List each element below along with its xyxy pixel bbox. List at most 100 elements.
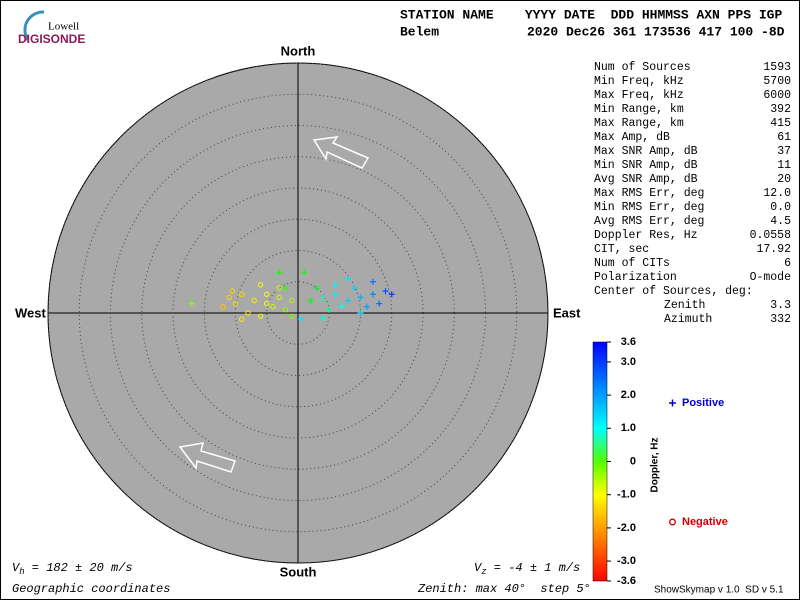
source-circle xyxy=(257,282,264,288)
stat-value: 1593 xyxy=(763,61,791,74)
source-circle xyxy=(264,291,270,297)
stat-label: Min Range, km xyxy=(594,103,684,116)
stat-label: Azimuth xyxy=(664,313,712,326)
source-plus xyxy=(313,285,320,291)
plot xyxy=(47,62,549,564)
west-label: West xyxy=(15,305,46,320)
source-circle xyxy=(289,313,295,319)
legend-label: Positive xyxy=(682,397,724,409)
north-label: North xyxy=(281,43,316,58)
stat-value: 392 xyxy=(770,103,791,116)
colorbar-tick-label: 0 xyxy=(630,455,636,467)
stat-label: CIT, sec xyxy=(594,243,649,256)
vz-text: = -4 ± 1 m/s xyxy=(487,561,581,575)
stat-value: 11 xyxy=(777,159,791,172)
colorbar-tick-label: 3.6 xyxy=(621,336,636,348)
coords-note: Geographic coordinates xyxy=(12,582,170,596)
source-plus xyxy=(332,291,339,298)
source-plus xyxy=(370,291,376,298)
source-circle xyxy=(226,294,232,301)
stat-label: Doppler Res, Hz xyxy=(594,229,698,242)
header-values: 2020 Dec26 361 173536 417 100 -8D xyxy=(527,24,785,39)
logo-swoosh xyxy=(23,10,45,41)
stat-group-title: Center of Sources, deg: xyxy=(594,285,753,298)
colorbar-label: Doppler, Hz xyxy=(650,437,661,492)
stat-value: 12.0 xyxy=(763,187,791,200)
zenith-note: Zenith: max 40° step 5° xyxy=(417,582,591,596)
stat-value: 61 xyxy=(777,131,791,144)
logo-top: Lowell xyxy=(48,21,79,33)
stat-value: 6 xyxy=(784,257,791,270)
stats-table: Num of Sources 1593 Min Freq, kHz 5700 Max F… xyxy=(594,61,791,326)
vh-symbol: V xyxy=(12,561,21,575)
stat-value: 415 xyxy=(770,117,791,130)
stat-label: Polarization xyxy=(594,271,677,284)
legend-marker xyxy=(669,399,676,407)
source-plus xyxy=(320,294,326,301)
source-circle xyxy=(245,310,251,316)
east-label: East xyxy=(553,305,581,320)
source-plus xyxy=(298,316,305,323)
source-plus xyxy=(363,303,370,310)
stat-label: Num of CITs xyxy=(594,257,670,270)
source-circle xyxy=(289,297,295,304)
source-circle xyxy=(282,307,289,313)
source-plus xyxy=(345,297,351,304)
source-plus xyxy=(332,281,339,288)
source-plus xyxy=(388,291,395,298)
legend-marker xyxy=(669,518,676,526)
stat-value: 6000 xyxy=(763,89,791,102)
stat-value: 17.92 xyxy=(756,243,791,256)
colorbar-tick-label: 3.0 xyxy=(621,356,636,368)
source-plus xyxy=(307,297,314,304)
stat-label: Max RMS Err, deg xyxy=(594,187,704,200)
colorbar-bar xyxy=(592,341,608,582)
source-circle xyxy=(257,313,264,319)
stat-label: Max Range, km xyxy=(594,117,684,130)
stat-label: Zenith xyxy=(664,299,705,312)
source-plus xyxy=(320,315,326,321)
stat-value: 4.5 xyxy=(770,215,791,228)
stat-label: Min SNR Amp, dB xyxy=(594,159,698,172)
source-plus xyxy=(345,275,351,282)
stat-label: Max Freq, kHz xyxy=(594,89,684,102)
vz: Vz = -4 ± 1 m/s xyxy=(474,561,580,577)
stat-value: 5700 xyxy=(763,75,791,88)
source-plus xyxy=(282,285,289,291)
stat-label: Num of Sources xyxy=(594,61,691,74)
source-circle xyxy=(239,291,245,297)
source-plus xyxy=(276,269,283,276)
stat-value: 3.3 xyxy=(770,299,791,312)
source-circle xyxy=(270,304,276,310)
colorbar-tick-label: -1.0 xyxy=(617,489,636,501)
source-plus xyxy=(301,269,308,276)
colorbar-tick-label: -2.0 xyxy=(617,522,636,534)
source-plus xyxy=(376,300,383,307)
stat-label: Min RMS Err, deg xyxy=(594,201,704,214)
vz-symbol: V xyxy=(474,561,483,575)
source-plus xyxy=(188,300,195,307)
stat-value: 332 xyxy=(770,313,791,326)
vh-sub: h xyxy=(19,567,24,577)
source-plus xyxy=(370,278,376,285)
source-circle xyxy=(276,285,282,291)
colorbar-tick-label: 2.0 xyxy=(621,389,636,401)
station-name: Belem xyxy=(400,24,439,39)
stat-label: Min Freq, kHz xyxy=(594,75,684,88)
stat-value: 37 xyxy=(777,145,791,158)
vz-sub: z xyxy=(481,567,486,577)
source-circle xyxy=(251,297,257,304)
colorbar: 3.6 3.0 2.0 1.0 0 -1.0 -2.0 -3.0 -3.6 Positive Neg… xyxy=(592,336,728,587)
logo-name: DIGISONDE xyxy=(18,32,85,46)
source-circle xyxy=(239,316,245,322)
source-plus xyxy=(382,288,389,295)
stat-label: Avg RMS Err, deg xyxy=(594,215,704,228)
source-plus xyxy=(357,310,364,316)
colorbar-tick-label: -3.6 xyxy=(617,575,636,587)
source-plus xyxy=(326,306,333,313)
colorbar-tick-label: -3.0 xyxy=(617,555,636,567)
source-plus xyxy=(351,285,358,291)
legend-label: Negative xyxy=(682,516,728,528)
stat-value: 0.0558 xyxy=(750,229,792,242)
